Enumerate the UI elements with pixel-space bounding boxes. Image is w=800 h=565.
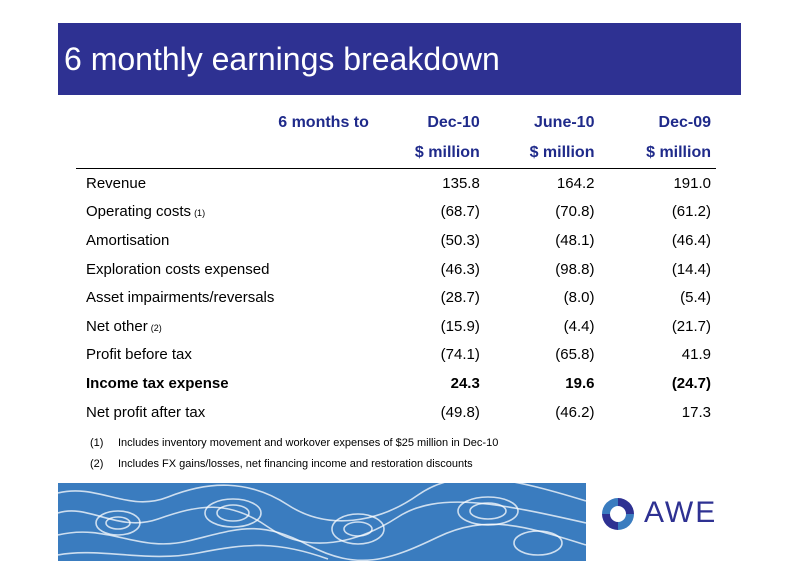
row-value: 164.2 bbox=[556, 174, 595, 192]
row-value: (74.1) bbox=[440, 346, 480, 364]
row-label-text: Operating costs bbox=[86, 203, 192, 221]
row-label-text: Profit before tax bbox=[86, 346, 192, 364]
row-value: (98.8) bbox=[555, 260, 595, 278]
footnote: (2) Includes FX gains/losses, net financ… bbox=[90, 458, 498, 479]
footnote-number: (2) bbox=[90, 458, 104, 470]
table-body: Revenue 135.8 164.2 191.0 Operating costs (1)… bbox=[76, 169, 716, 427]
footnote-reference: (2) bbox=[150, 322, 162, 333]
footnote-number: (1) bbox=[90, 437, 104, 449]
row-label: Amortisation bbox=[76, 226, 374, 255]
row-label: Operating costs (1) bbox=[76, 198, 374, 227]
row-value: (46.4) bbox=[671, 231, 711, 249]
table-row: Net other (2) (15.9) (4.4) (21.7) bbox=[76, 312, 716, 341]
table-row: Exploration costs expensed (46.3) (98.8) (1… bbox=[76, 255, 716, 284]
units-dec-10: $ million bbox=[373, 138, 485, 169]
row-label: Asset impairments/reversals bbox=[76, 283, 374, 312]
row-label: Profit before tax bbox=[76, 341, 374, 370]
row-value: 135.8 bbox=[442, 174, 480, 192]
row-value: (15.9) bbox=[440, 317, 480, 335]
table-row: Net profit after tax (49.8) (46.2) 17.3 bbox=[76, 398, 716, 427]
footnote-text: Includes inventory movement and workover… bbox=[118, 437, 499, 449]
row-value: (46.3) bbox=[440, 260, 480, 278]
row-value: (70.8) bbox=[555, 203, 595, 221]
footnote: (1) Includes inventory movement and work… bbox=[90, 437, 498, 458]
table-row: Income tax expense 24.3 19.6 (24.7) bbox=[76, 369, 716, 398]
column-header-dec-09: Dec-09 bbox=[658, 114, 711, 131]
awe-logo-icon bbox=[602, 498, 634, 530]
row-value: 24.3 bbox=[450, 374, 480, 392]
row-value: (65.8) bbox=[555, 346, 595, 364]
footnotes: (1) Includes inventory movement and work… bbox=[90, 437, 498, 479]
row-label-text: Exploration costs expensed bbox=[86, 260, 270, 278]
earnings-table: 6 months to Dec-10 June-10 Dec-09 $ mill… bbox=[76, 108, 716, 426]
footnote-text: Includes FX gains/losses, net financing … bbox=[118, 458, 473, 470]
row-label-text: Net profit after tax bbox=[86, 403, 206, 421]
row-value: (24.7) bbox=[671, 374, 711, 392]
title-bar: 6 monthly earnings breakdown bbox=[58, 23, 741, 95]
row-value: (49.8) bbox=[440, 403, 480, 421]
row-value: 191.0 bbox=[673, 174, 711, 192]
row-value: (48.1) bbox=[555, 231, 595, 249]
row-label: Exploration costs expensed bbox=[76, 255, 374, 284]
row-value: (68.7) bbox=[440, 203, 480, 221]
row-value: (21.7) bbox=[671, 317, 711, 335]
row-value: 19.6 bbox=[565, 374, 595, 392]
row-value: 17.3 bbox=[681, 403, 711, 421]
row-value: (61.2) bbox=[671, 203, 711, 221]
row-label-text: Revenue bbox=[86, 174, 147, 192]
table-row: Profit before tax (74.1) (65.8) 41.9 bbox=[76, 341, 716, 370]
row-label-text: Income tax expense bbox=[86, 374, 229, 392]
row-label: Net profit after tax bbox=[76, 398, 374, 427]
column-header-dec-10: Dec-10 bbox=[427, 114, 480, 131]
row-label-text: Asset impairments/reversals bbox=[86, 289, 275, 307]
row-value: (46.2) bbox=[555, 403, 595, 421]
units-spacer bbox=[76, 138, 374, 169]
row-value: (5.4) bbox=[680, 289, 711, 307]
row-label: Revenue bbox=[76, 169, 374, 198]
contour-banner-image bbox=[58, 483, 586, 561]
header-period-label: 6 months to bbox=[278, 114, 369, 131]
row-value: (4.4) bbox=[563, 317, 595, 335]
row-label: Income tax expense bbox=[76, 369, 374, 398]
row-label-text: Net other bbox=[86, 317, 148, 335]
row-label-text: Amortisation bbox=[86, 231, 170, 249]
table-row: Operating costs (1) (68.7) (70.8) (61.2) bbox=[76, 198, 716, 227]
table-row: Revenue 135.8 164.2 191.0 bbox=[76, 169, 716, 198]
table-row: Amortisation (50.3) (48.1) (46.4) bbox=[76, 226, 716, 255]
row-value: 41.9 bbox=[681, 346, 711, 364]
awe-logo: AWE bbox=[598, 494, 738, 534]
row-value: (8.0) bbox=[563, 289, 595, 307]
footnote-reference: (1) bbox=[194, 208, 206, 219]
table-header-row: 6 months to Dec-10 June-10 Dec-09 bbox=[76, 108, 716, 138]
column-header-june-10: June-10 bbox=[534, 114, 595, 131]
units-june-10: $ million bbox=[484, 138, 600, 169]
page-title: 6 monthly earnings breakdown bbox=[64, 41, 500, 77]
awe-logo-text: AWE bbox=[644, 496, 718, 529]
row-value: (28.7) bbox=[440, 289, 480, 307]
units-dec-09: $ million bbox=[599, 138, 716, 169]
row-value: (50.3) bbox=[440, 231, 480, 249]
row-value: (14.4) bbox=[671, 260, 711, 278]
table-units-row: $ million $ million $ million bbox=[76, 138, 716, 169]
row-label: Net other (2) bbox=[76, 312, 374, 341]
table-row: Asset impairments/reversals (28.7) (8.0) (5… bbox=[76, 283, 716, 312]
